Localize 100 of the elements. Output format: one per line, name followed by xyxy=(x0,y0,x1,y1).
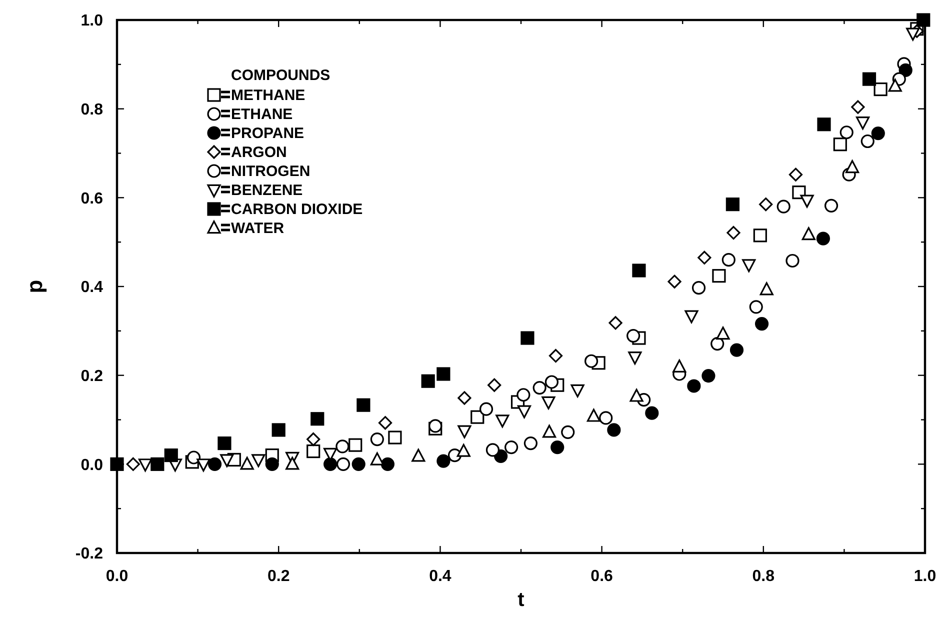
point xyxy=(632,264,646,278)
point xyxy=(672,359,686,372)
point xyxy=(240,456,254,470)
point xyxy=(516,388,530,402)
point xyxy=(599,411,613,425)
legend-title: COMPOUNDS xyxy=(231,67,330,84)
point xyxy=(336,440,350,454)
x-tick-label: 0.2 xyxy=(267,568,290,585)
point xyxy=(517,405,532,418)
point xyxy=(421,374,435,388)
point xyxy=(862,72,876,86)
point xyxy=(722,253,736,267)
point xyxy=(759,198,773,212)
y-tick-label: 0.0 xyxy=(80,456,104,474)
y-tick-label: 0.4 xyxy=(80,279,104,296)
y-tick-label: 0.8 xyxy=(80,101,104,118)
point xyxy=(380,457,394,471)
point xyxy=(356,398,370,412)
point xyxy=(436,367,450,381)
point xyxy=(753,228,767,242)
x-tick-label: 1.0 xyxy=(914,568,936,585)
point xyxy=(470,410,484,424)
point xyxy=(412,448,426,462)
point xyxy=(306,444,320,458)
y-tick-label: 0.2 xyxy=(80,368,104,385)
x-tick-label: 0.6 xyxy=(590,568,614,585)
point xyxy=(776,200,790,214)
point xyxy=(698,250,712,264)
point xyxy=(898,63,912,77)
legend-label: WATER xyxy=(231,220,284,237)
point xyxy=(628,352,642,365)
y-axis-title: p xyxy=(22,280,47,294)
point xyxy=(336,457,350,471)
point xyxy=(754,317,769,331)
point xyxy=(348,438,362,452)
point xyxy=(479,402,494,416)
x-axis-title: t xyxy=(518,589,525,611)
point xyxy=(520,331,534,345)
legend-label: METHANE xyxy=(231,87,306,104)
point xyxy=(710,336,724,351)
point xyxy=(488,378,502,392)
point xyxy=(524,436,538,450)
point xyxy=(730,343,744,357)
point xyxy=(378,416,392,430)
x-tick-label: 0.4 xyxy=(429,568,452,585)
point xyxy=(726,226,740,240)
point xyxy=(138,458,152,472)
point xyxy=(584,354,598,368)
point xyxy=(550,440,564,454)
point xyxy=(692,281,706,295)
point xyxy=(888,78,902,92)
point xyxy=(208,457,222,471)
legend-label: ETHANE xyxy=(231,106,293,123)
point xyxy=(702,368,716,383)
point xyxy=(726,198,740,212)
point xyxy=(456,444,470,457)
point xyxy=(532,380,546,395)
point xyxy=(458,425,472,438)
point xyxy=(668,274,682,288)
point xyxy=(265,457,279,471)
legend-label: ARGON xyxy=(231,144,287,161)
point xyxy=(561,425,575,439)
point xyxy=(749,300,763,314)
point xyxy=(786,254,800,268)
point xyxy=(816,232,830,246)
point xyxy=(310,412,324,426)
point xyxy=(164,448,178,462)
point xyxy=(645,406,659,420)
point xyxy=(608,316,622,330)
point xyxy=(186,450,201,464)
point xyxy=(760,282,774,296)
point xyxy=(126,457,140,471)
point xyxy=(458,391,472,405)
point xyxy=(496,414,510,428)
point xyxy=(370,432,384,446)
point xyxy=(428,419,442,433)
point xyxy=(824,198,838,212)
point xyxy=(687,379,701,393)
legend-label: BENZENE xyxy=(231,182,303,199)
legend-label: CARBON DIOXIDE xyxy=(231,201,363,218)
y-tick-label: -0.2 xyxy=(75,546,104,563)
point xyxy=(860,134,874,148)
point xyxy=(286,456,300,470)
point xyxy=(916,13,930,27)
point xyxy=(800,194,814,208)
point xyxy=(607,423,621,437)
y-tick-label: 0.6 xyxy=(80,190,104,208)
point xyxy=(630,388,644,402)
point xyxy=(218,436,232,450)
point xyxy=(504,440,518,454)
point xyxy=(542,424,556,438)
point xyxy=(548,348,563,363)
point xyxy=(788,168,803,182)
point xyxy=(306,432,320,446)
legend-label: NITROGEN xyxy=(231,163,310,180)
point xyxy=(833,138,847,152)
point xyxy=(684,310,698,324)
point xyxy=(352,457,366,471)
point xyxy=(272,423,286,437)
point xyxy=(436,454,450,468)
